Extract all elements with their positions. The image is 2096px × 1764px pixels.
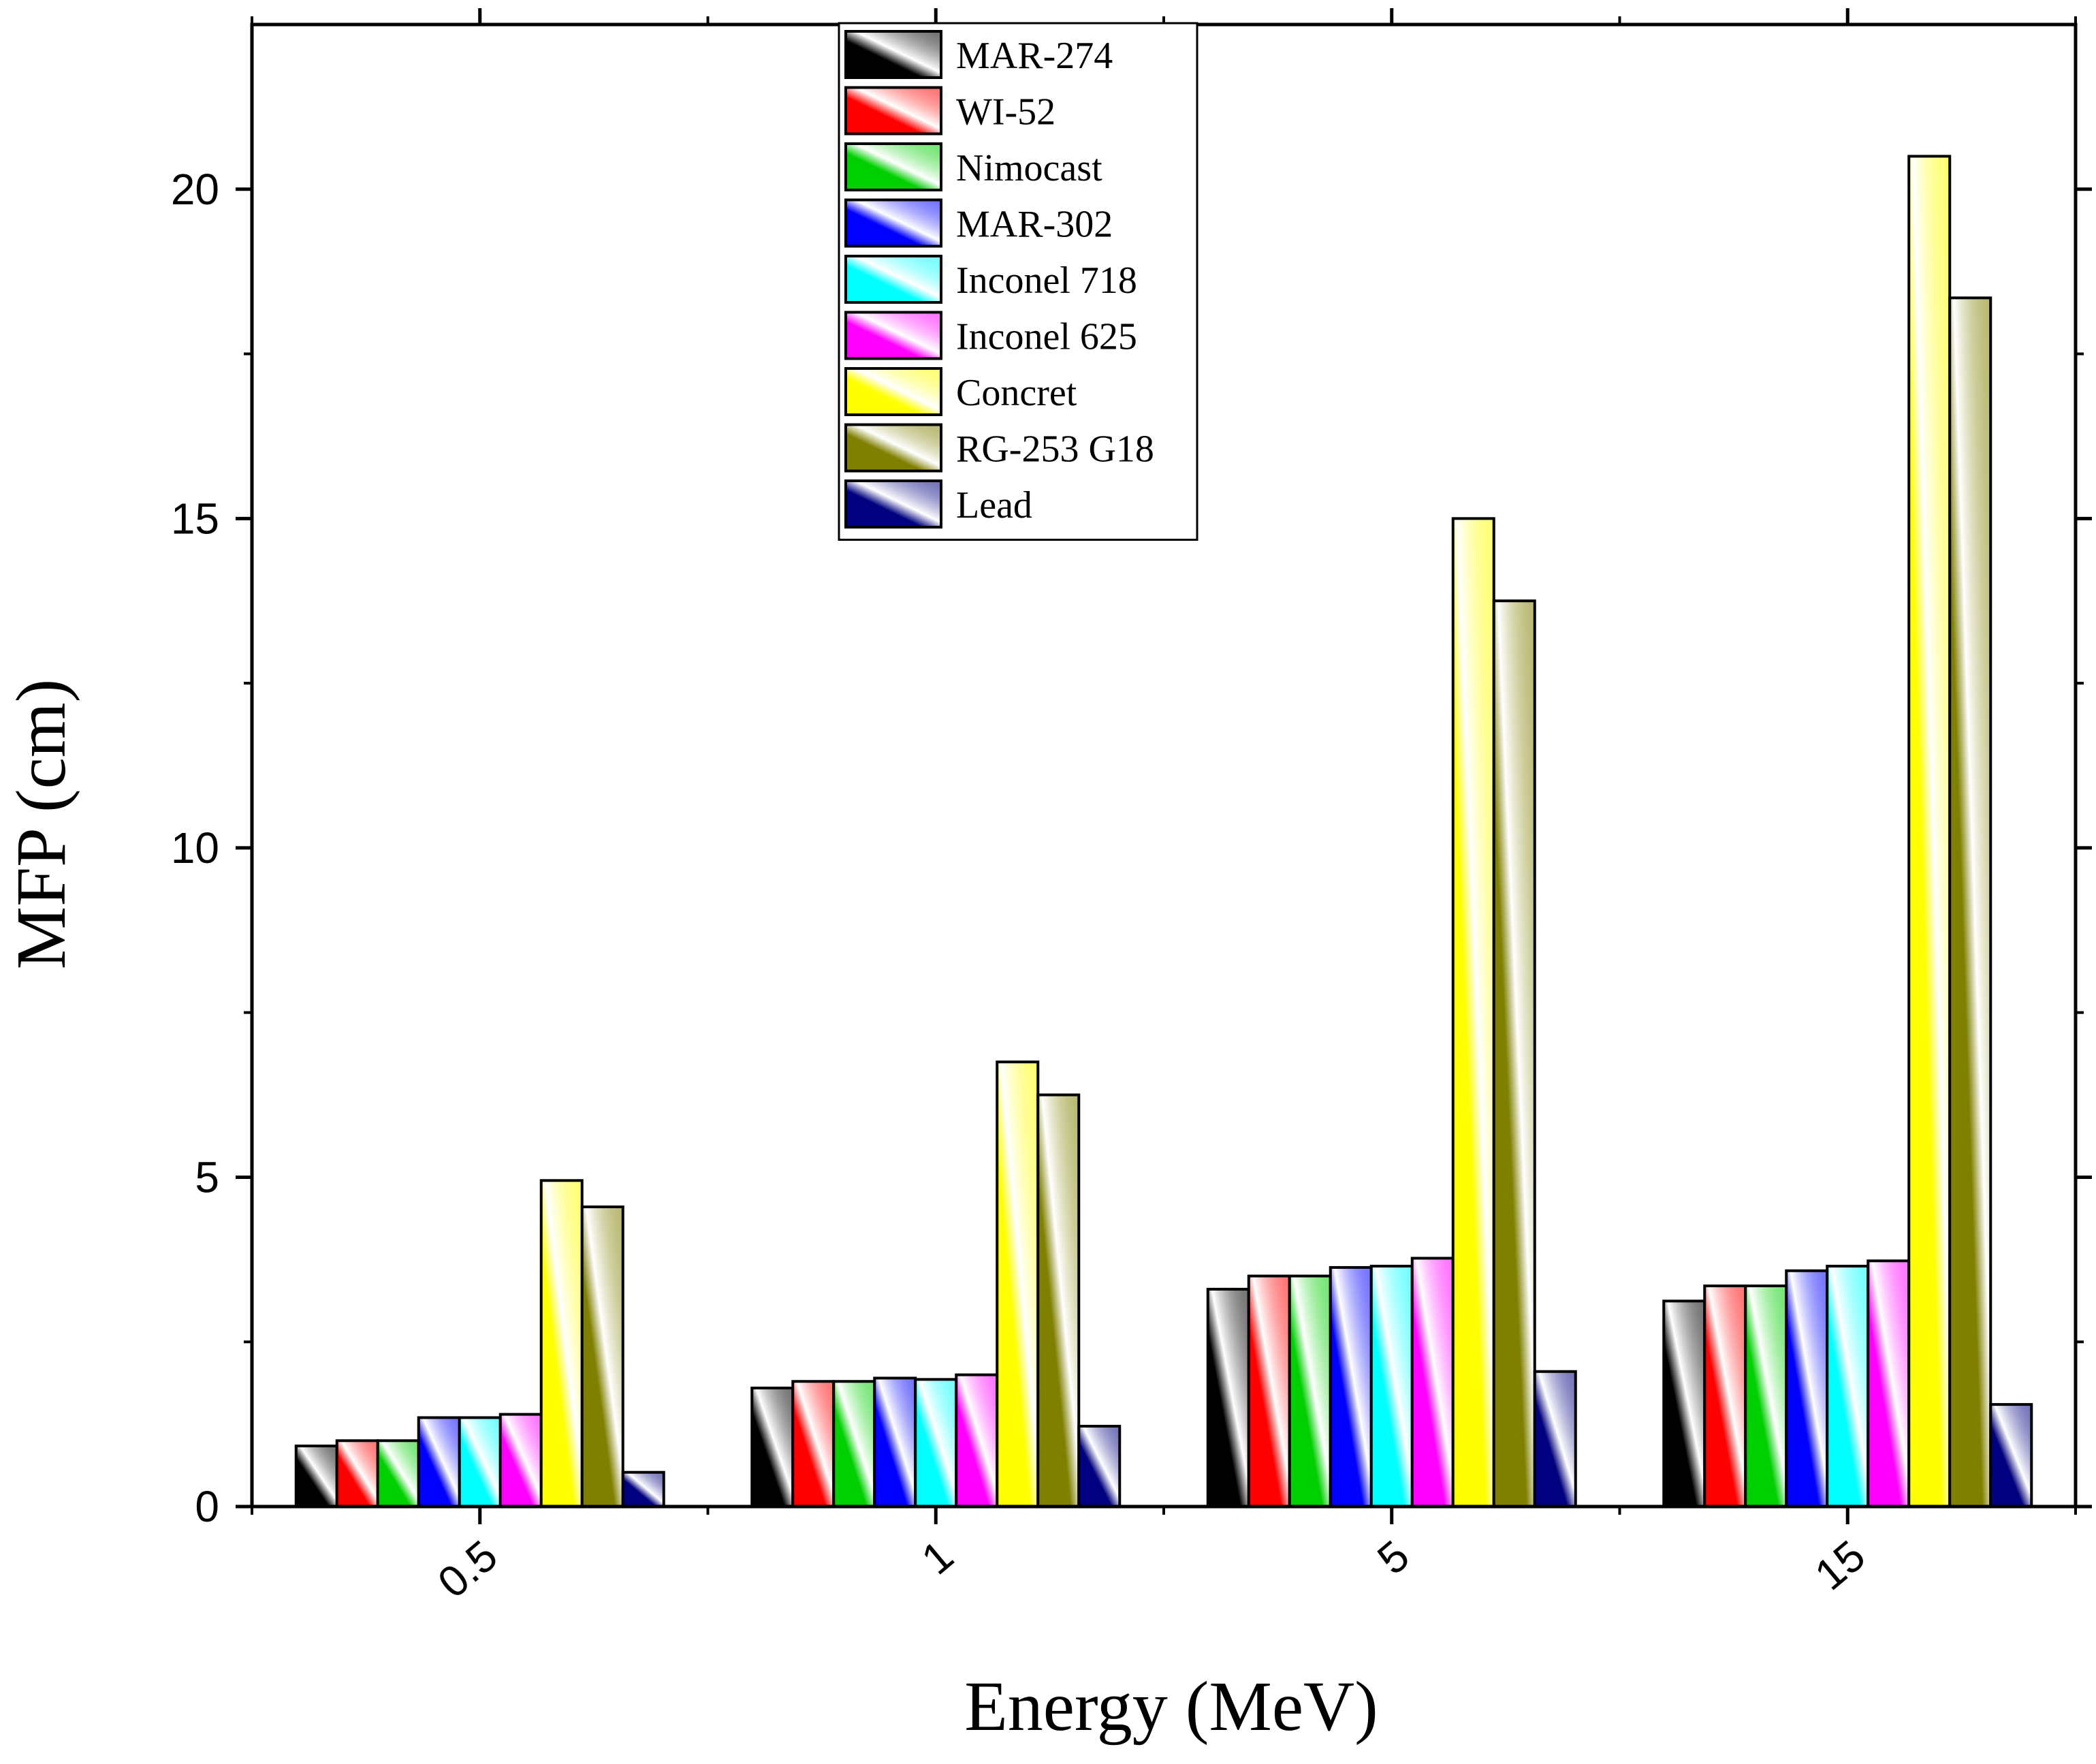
bar-mar-274-5 — [1206, 1287, 1250, 1509]
legend-swatch — [844, 255, 942, 304]
bar-wi-52-0.5 — [335, 1439, 379, 1508]
legend-swatch — [844, 30, 942, 79]
bar-mar-302-1 — [873, 1376, 917, 1508]
bar-inconel-718-0.5 — [458, 1416, 502, 1508]
legend-label: RG-253 G18 — [956, 428, 1154, 471]
bar-concret-1 — [996, 1060, 1040, 1508]
bar-inconel-625-0.5 — [498, 1413, 543, 1509]
bar-rg-253-g18-5 — [1492, 599, 1536, 1509]
bar-concret-5 — [1451, 517, 1495, 1508]
bar-mar-302-15 — [1785, 1269, 1829, 1508]
y-axis-title: MFP (cm) — [2, 679, 80, 970]
x-tick-label: 1 — [912, 1531, 963, 1584]
legend-label: Nimocast — [956, 147, 1102, 189]
legend-label: MAR-302 — [956, 204, 1113, 246]
bar-mar-274-1 — [750, 1386, 795, 1509]
bar-wi-52-5 — [1247, 1274, 1291, 1508]
y-tick-label: 20 — [171, 165, 219, 214]
y-tick-label: 5 — [195, 1152, 219, 1201]
legend-swatch — [844, 479, 942, 529]
y-tick-label: 0 — [195, 1482, 219, 1531]
legend: MAR-274 WI-52 Nimocast MAR-302 Inconel 718 In… — [838, 22, 1198, 541]
bar-concret-0.5 — [539, 1179, 584, 1509]
bar-inconel-625-1 — [955, 1373, 999, 1508]
y-tick-label: 10 — [171, 823, 219, 872]
x-tick-label: 5 — [1368, 1531, 1418, 1584]
x-tick-label: 0.5 — [428, 1531, 506, 1607]
bar-wi-52-15 — [1703, 1285, 1747, 1509]
bar-lead-15 — [1989, 1403, 2033, 1508]
bar-lead-1 — [1077, 1425, 1122, 1509]
legend-swatch — [844, 142, 942, 191]
bar-mar-302-0.5 — [417, 1416, 461, 1508]
bar-nimocast-1 — [832, 1380, 876, 1509]
legend-swatch — [844, 86, 942, 136]
bar-inconel-625-15 — [1867, 1259, 1911, 1509]
legend-label: WI-52 — [956, 91, 1055, 133]
bar-nimocast-15 — [1744, 1285, 1788, 1509]
legend-swatch — [844, 367, 942, 416]
legend-label: Inconel 625 — [956, 316, 1137, 358]
bar-rg-253-g18-0.5 — [580, 1205, 624, 1509]
x-tick-label: 15 — [1805, 1531, 1874, 1600]
legend-label: MAR-274 — [956, 35, 1113, 77]
bar-nimocast-5 — [1288, 1274, 1332, 1508]
legend-label: Lead — [956, 484, 1032, 526]
bar-rg-253-g18-15 — [1948, 296, 1992, 1509]
x-axis-title: Energy (MeV) — [964, 1667, 1378, 1746]
bars-layer — [294, 155, 2033, 1509]
bar-mar-302-5 — [1329, 1265, 1373, 1509]
bar-concret-15 — [1907, 155, 1952, 1508]
bar-inconel-718-5 — [1369, 1265, 1414, 1508]
y-tick-label: 15 — [171, 494, 219, 543]
bar-inconel-718-15 — [1826, 1265, 1870, 1508]
bar-mar-274-0.5 — [294, 1445, 338, 1509]
bar-wi-52-1 — [791, 1380, 836, 1509]
bar-rg-253-g18-1 — [1036, 1093, 1081, 1508]
bar-inconel-625-5 — [1410, 1257, 1455, 1509]
legend-swatch — [844, 311, 942, 360]
bar-nimocast-0.5 — [376, 1439, 420, 1508]
legend-label: Inconel 718 — [956, 259, 1137, 302]
legend-swatch — [844, 198, 942, 248]
bar-inconel-718-1 — [914, 1378, 958, 1508]
bar-lead-5 — [1533, 1370, 1577, 1508]
legend-label: Concret — [956, 372, 1077, 414]
legend-swatch — [844, 423, 942, 473]
bar-lead-0.5 — [621, 1470, 665, 1508]
bar-mar-274-15 — [1662, 1300, 1706, 1509]
